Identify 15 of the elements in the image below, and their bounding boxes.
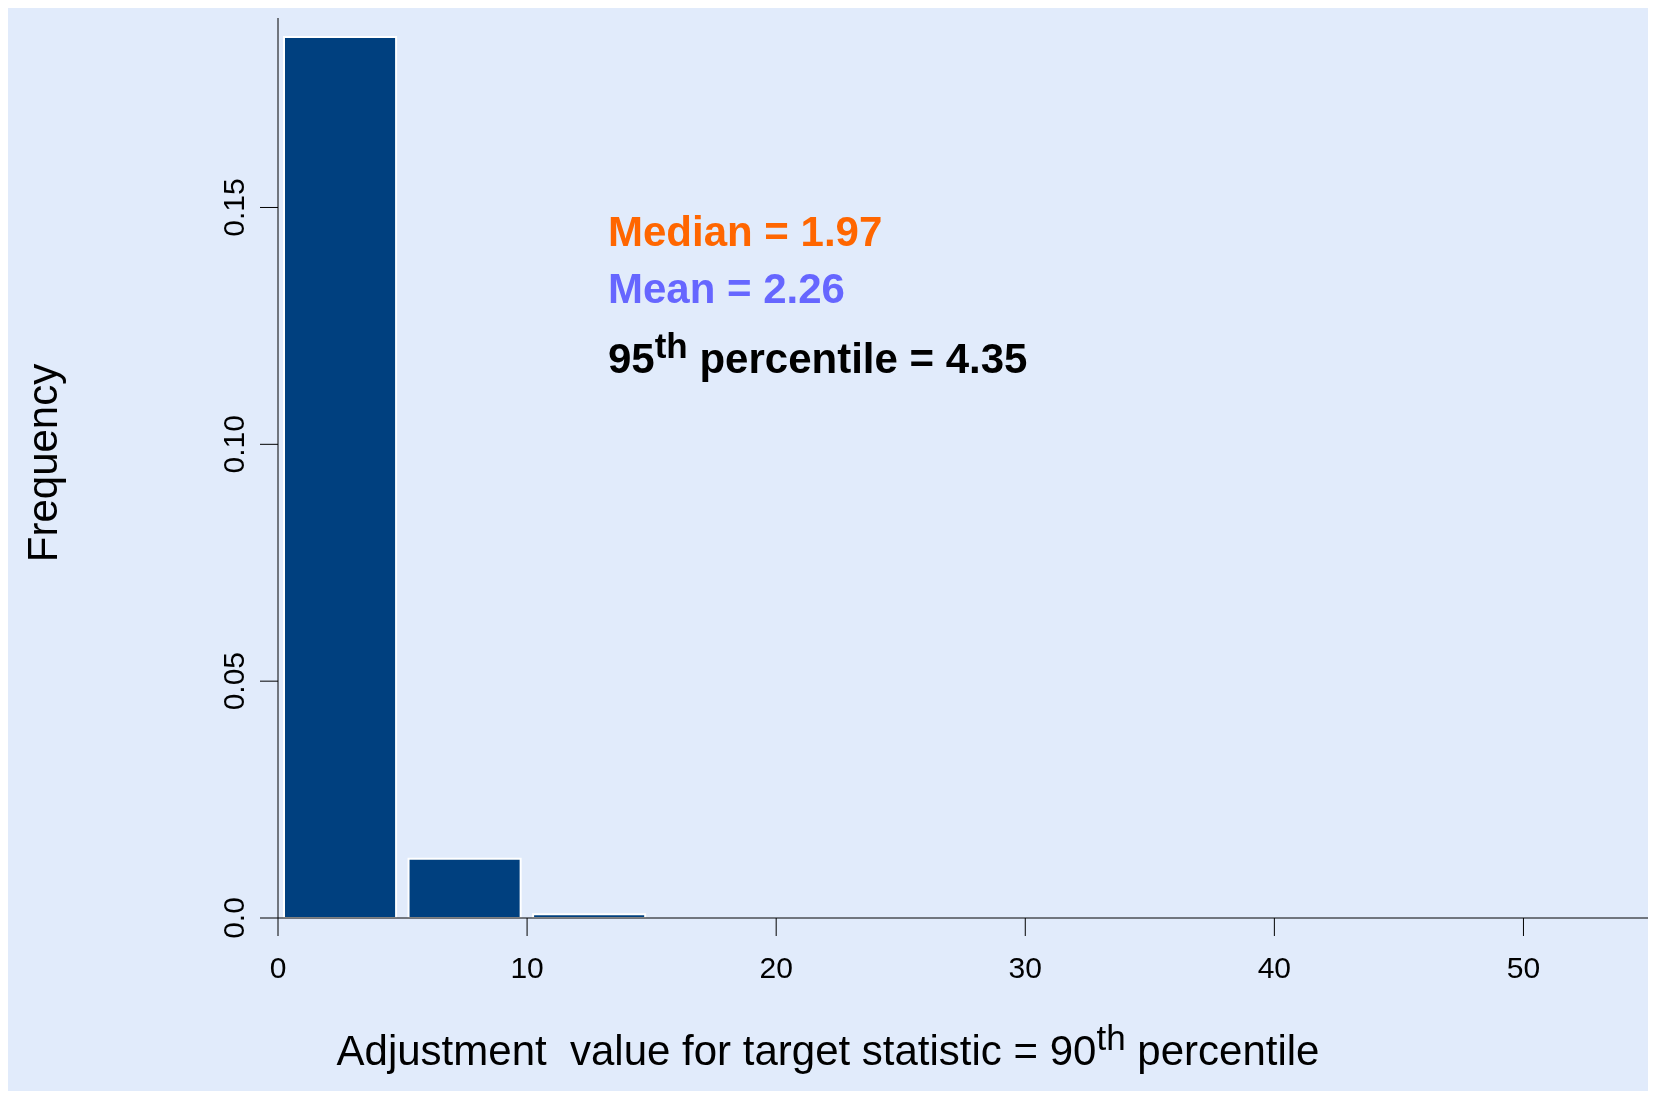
y-tick-label: 0.05 xyxy=(217,651,250,711)
x-tick-label: 50 xyxy=(1506,951,1541,984)
y-tick-label: 0.15 xyxy=(217,178,250,237)
x-tick-label: 20 xyxy=(759,951,793,984)
annotation: Median = 1.97 xyxy=(608,207,884,257)
y-tick-label: 0.0 xyxy=(217,897,250,939)
x-tick-label: 30 xyxy=(1008,951,1042,984)
x-tick-label: 40 xyxy=(1257,951,1292,984)
y-axis-title: Frequency xyxy=(19,363,67,563)
annotation: 95$^{th}$ percentile = 4.35 xyxy=(608,325,1028,384)
annotation: Mean = 2.26 xyxy=(608,264,846,314)
y-tick-label: 0.10 xyxy=(217,415,250,474)
x-axis-title: Adjustment value for target statistic = 90$^{th}$ percentile xyxy=(335,1018,1321,1075)
x-tick-label: 0 xyxy=(269,951,287,984)
x-tick-label: 10 xyxy=(510,951,544,984)
